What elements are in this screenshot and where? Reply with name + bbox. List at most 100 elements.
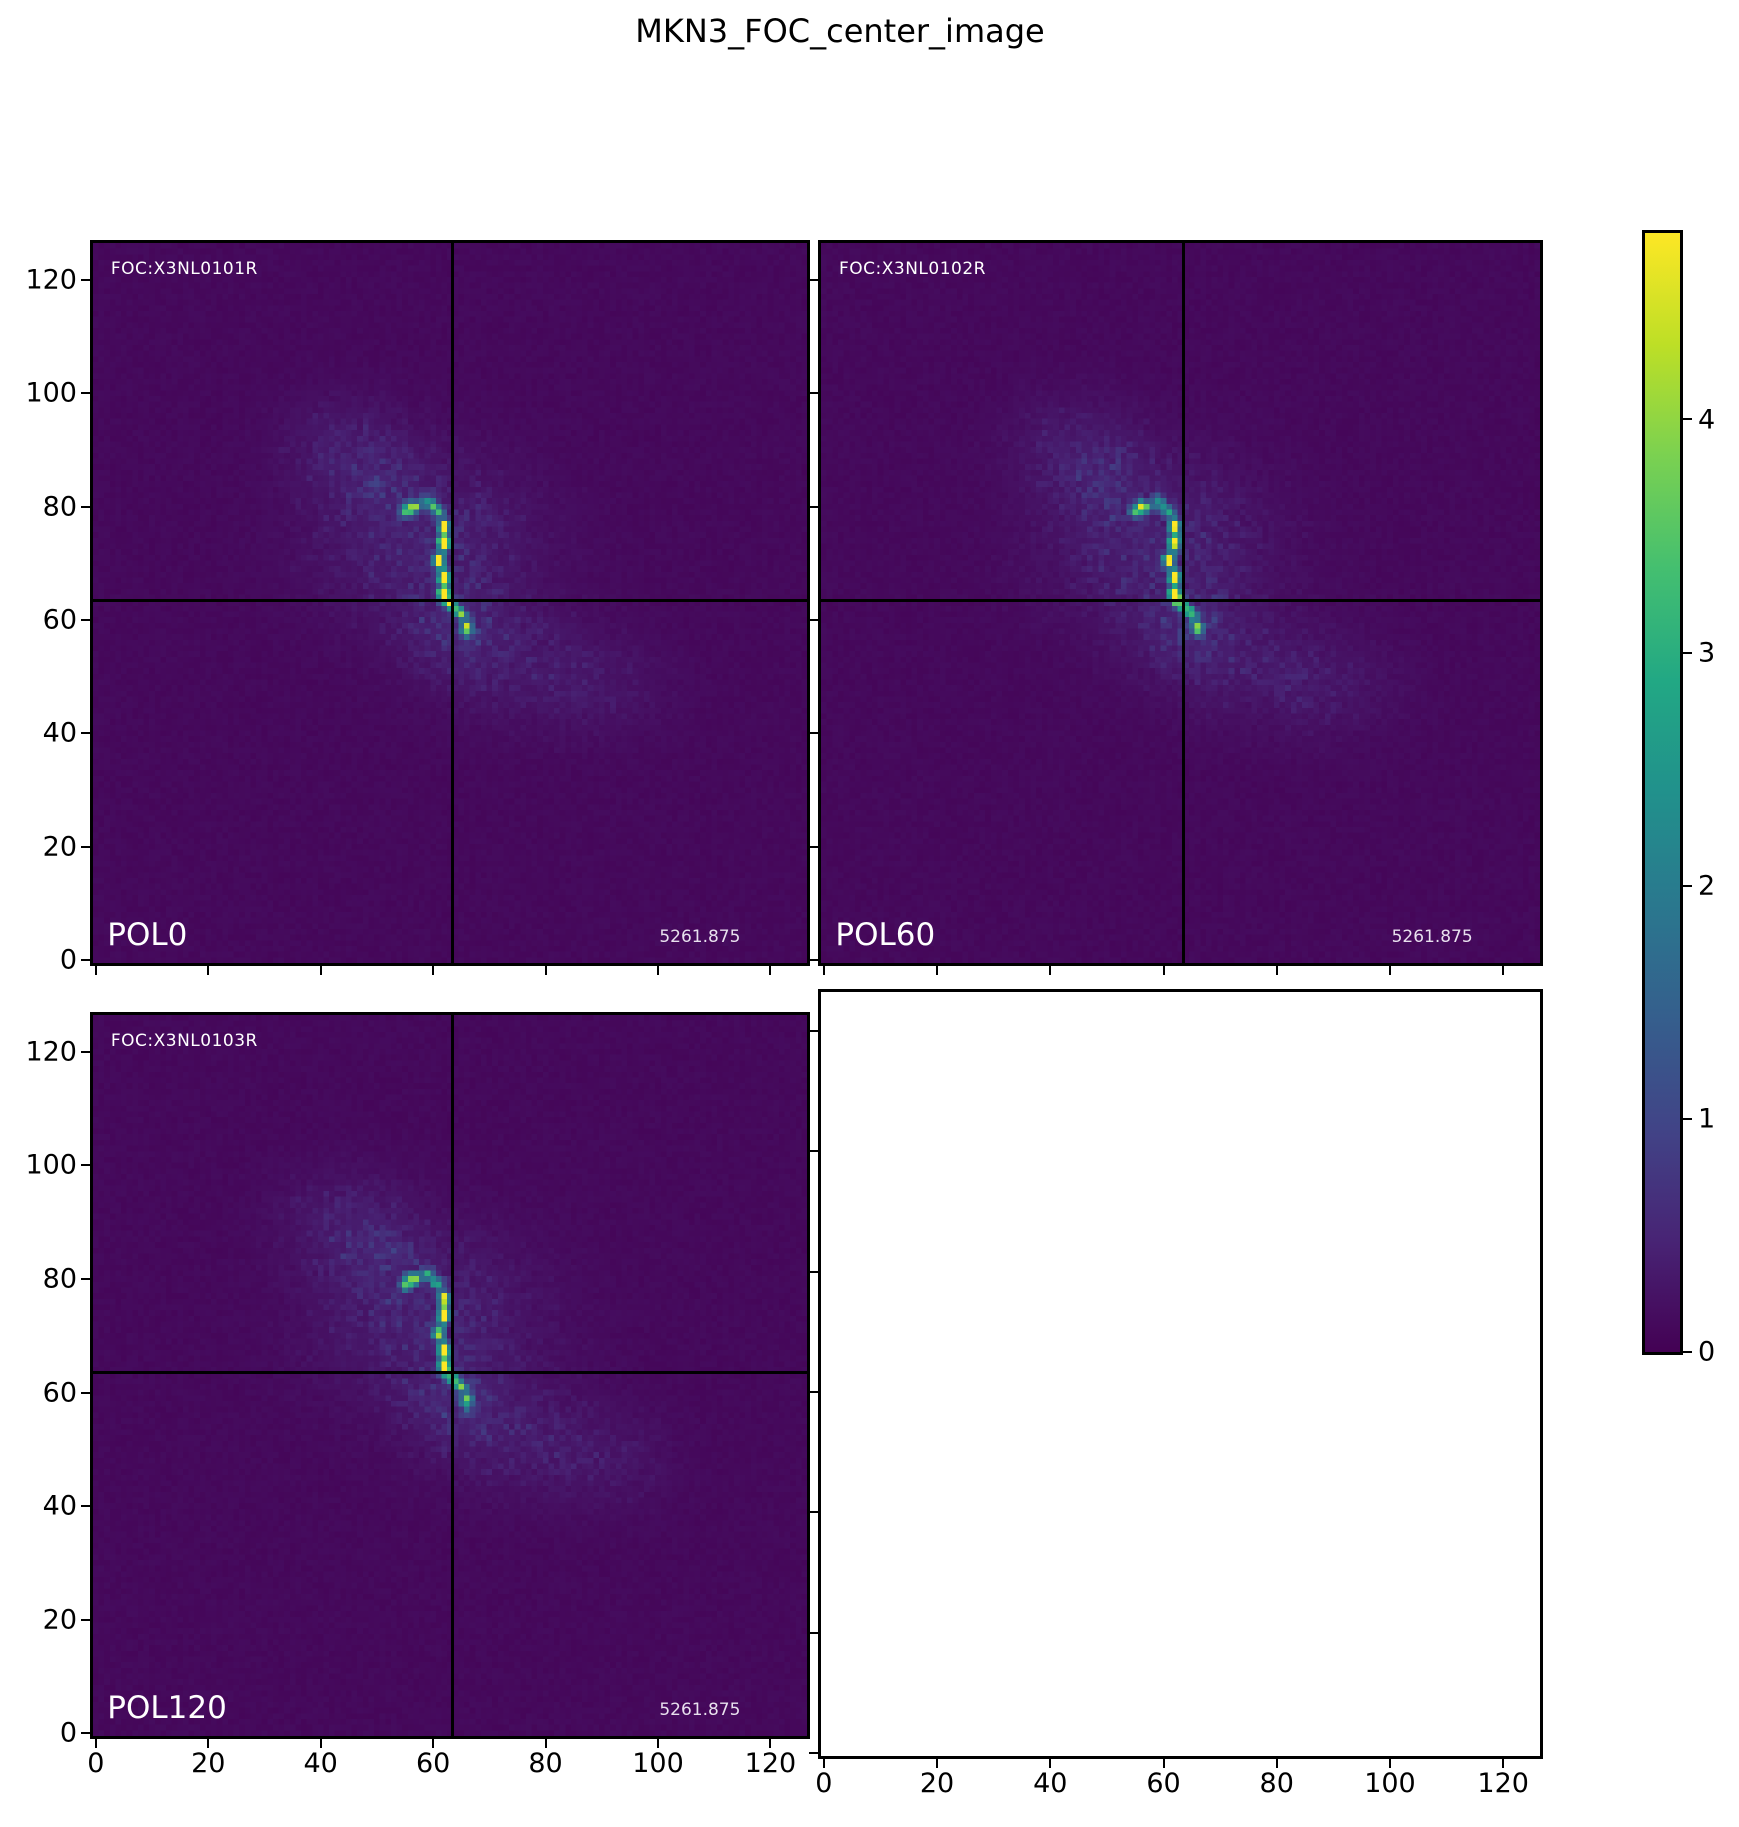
subplot-pol60: FOC:X3NL0102R POL60 5261.875 <box>809 240 1543 975</box>
y-tick-label: 20 <box>42 831 77 863</box>
y-tick-mark <box>81 505 93 508</box>
colorbar-tick-label: 2 <box>1698 870 1716 902</box>
x-tick-mark <box>432 963 435 975</box>
y-tick-mark <box>809 1631 821 1634</box>
x-tick-mark <box>822 963 825 975</box>
pol-angle-label: POL60 <box>835 917 936 953</box>
y-tick-label: 40 <box>42 717 77 749</box>
x-tick-mark <box>1049 1756 1052 1768</box>
y-tick-mark <box>809 845 821 848</box>
x-tick-mark <box>207 963 210 975</box>
y-tick-mark <box>81 278 93 281</box>
x-tick-label: 80 <box>1259 1768 1294 1799</box>
x-tick-mark <box>769 1736 772 1748</box>
y-tick-mark <box>809 1030 821 1033</box>
x-tick-mark <box>657 1736 660 1748</box>
y-tick-mark <box>81 392 93 395</box>
y-tick-mark <box>809 505 821 508</box>
y-tick-label: 80 <box>42 491 77 523</box>
x-tick-mark <box>319 963 322 975</box>
y-tick-mark <box>81 959 93 962</box>
colorbar-tick-mark <box>1680 651 1692 654</box>
y-tick-mark <box>809 959 821 962</box>
x-tick-mark <box>432 1736 435 1748</box>
crosshair-horizontal <box>93 1371 807 1375</box>
crosshair-horizontal <box>821 598 1540 602</box>
y-tick-mark <box>809 392 821 395</box>
foc-id-label: FOC:X3NL0103R <box>110 1031 258 1051</box>
y-tick-mark <box>81 619 93 621</box>
x-tick-mark <box>1388 963 1391 975</box>
heatmap-pol60 <box>821 243 1540 963</box>
x-tick-mark <box>1162 963 1165 975</box>
x-tick-label: 100 <box>632 1748 684 1779</box>
x-tick-mark <box>1502 963 1505 975</box>
x-tick-label: 60 <box>1146 1768 1181 1799</box>
colorbar-tick-mark <box>1680 884 1692 887</box>
x-tick-mark <box>1275 1756 1278 1768</box>
x-tick-label: 20 <box>191 1748 226 1779</box>
y-tick-mark <box>81 1050 93 1053</box>
wavelength-label: 5261.875 <box>659 927 741 947</box>
y-tick-label: 60 <box>42 1377 77 1409</box>
y-tick-mark <box>809 619 821 621</box>
crosshair-horizontal <box>93 598 807 602</box>
y-tick-mark <box>809 1511 821 1514</box>
x-tick-label: 80 <box>528 1748 563 1779</box>
y-tick-label: 0 <box>59 944 77 976</box>
y-tick-label: 120 <box>25 1036 77 1068</box>
colorbar-tick-mark <box>1680 1117 1692 1120</box>
colorbar-tick-label: 1 <box>1698 1103 1716 1135</box>
y-tick-label: 20 <box>42 1604 77 1636</box>
colorbar-tick-mark <box>1680 418 1692 421</box>
y-tick-label: 80 <box>42 1263 77 1295</box>
y-tick-label: 40 <box>42 1490 77 1522</box>
y-tick-mark <box>809 1751 821 1754</box>
y-tick-label: 100 <box>25 377 77 409</box>
x-tick-label: 120 <box>1477 1768 1529 1799</box>
x-tick-label: 0 <box>87 1748 105 1779</box>
x-tick-label: 40 <box>303 1748 338 1779</box>
x-tick-label: 20 <box>919 1768 955 1799</box>
x-tick-mark <box>769 963 772 975</box>
foc-id-label: FOC:X3NL0102R <box>838 259 986 279</box>
y-tick-mark <box>809 278 821 281</box>
crosshair-vertical <box>1181 243 1185 963</box>
foc-id-label: FOC:X3NL0101R <box>110 259 258 279</box>
y-tick-mark <box>81 1732 93 1735</box>
x-tick-mark <box>94 1736 97 1748</box>
colorbar-tick-mark <box>1680 1351 1692 1353</box>
x-tick-mark <box>207 1736 210 1748</box>
x-tick-label: 60 <box>415 1748 451 1779</box>
wavelength-label: 5261.875 <box>1391 927 1473 947</box>
x-tick-mark <box>936 963 939 975</box>
wavelength-label: 5261.875 <box>659 1700 741 1720</box>
x-tick-mark <box>1388 1756 1391 1768</box>
y-tick-mark <box>81 1618 93 1621</box>
crosshair-vertical <box>451 1015 455 1736</box>
y-tick-label: 60 <box>42 604 77 636</box>
colorbar: 0 1 2 3 4 <box>1642 230 1715 1368</box>
colorbar-tick-label: 0 <box>1698 1336 1716 1368</box>
y-tick-mark <box>809 1270 821 1273</box>
x-tick-mark <box>94 963 97 975</box>
y-tick-mark <box>81 1277 93 1280</box>
y-tick-mark <box>81 1391 93 1394</box>
heatmap-pol0 <box>93 243 807 963</box>
pol-angle-label: POL0 <box>107 917 188 953</box>
x-tick-label: 0 <box>815 1768 833 1799</box>
pol-angle-label: POL120 <box>107 1690 227 1726</box>
y-tick-mark <box>81 732 93 735</box>
x-tick-label: 100 <box>1364 1768 1416 1799</box>
x-tick-mark <box>822 1756 825 1768</box>
subplot-pol0: FOC:X3NL0101R POL0 5261.875 0 20 40 60 80 100… <box>25 240 810 976</box>
x-tick-mark <box>544 963 547 975</box>
y-tick-mark <box>81 845 93 848</box>
x-tick-mark <box>657 963 660 975</box>
x-tick-mark <box>544 1736 547 1748</box>
heatmap-pol120 <box>93 1015 807 1736</box>
y-tick-mark <box>81 1505 93 1508</box>
y-tick-label: 100 <box>25 1149 77 1181</box>
colorbar-tick-label: 4 <box>1698 404 1716 435</box>
